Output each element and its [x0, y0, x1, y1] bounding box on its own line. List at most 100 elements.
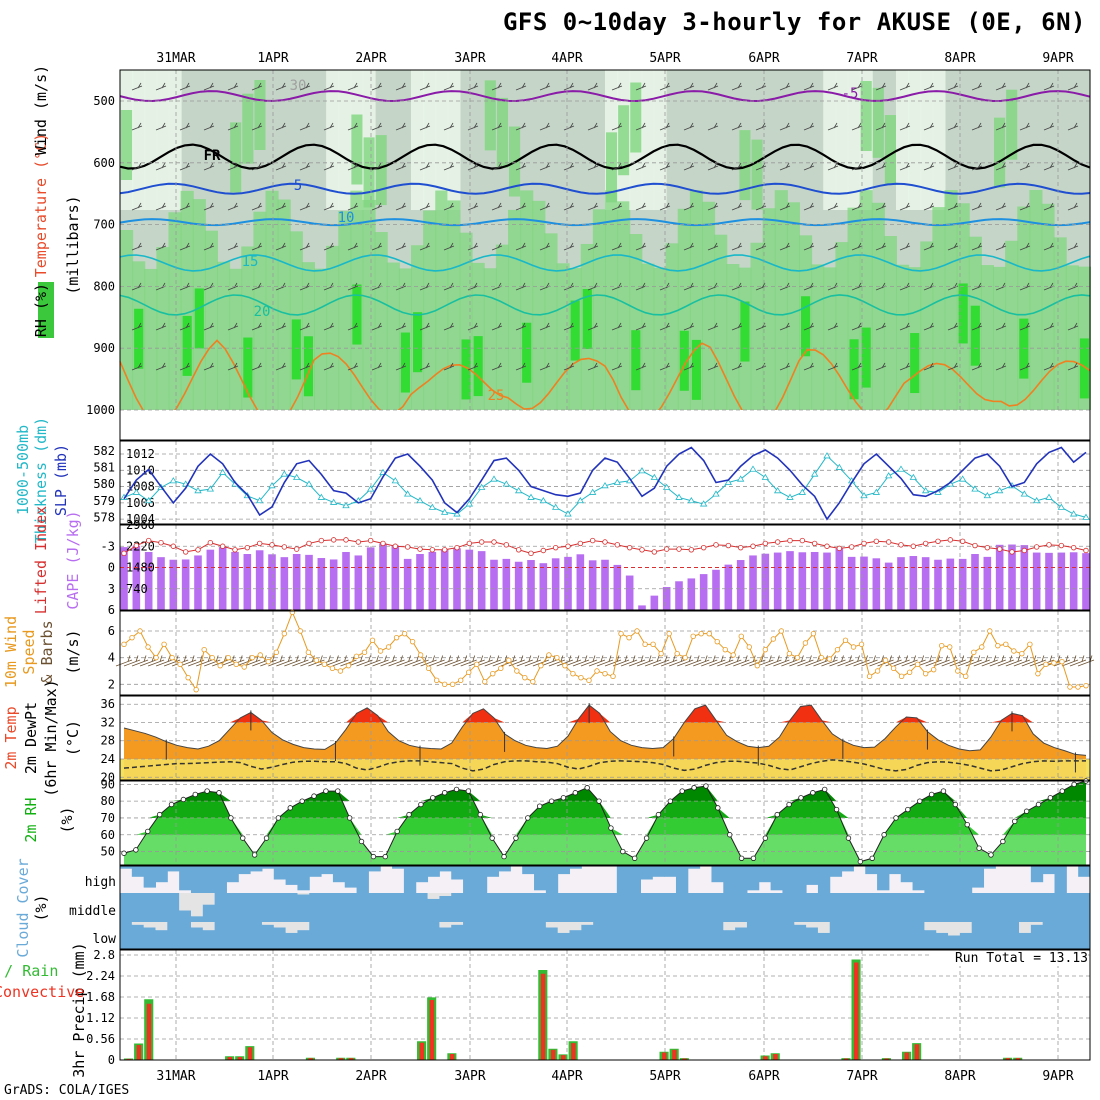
rh-shading-saturated — [691, 339, 701, 400]
panel-li-cape — [119, 524, 1091, 611]
precip-bar-convective — [338, 1058, 344, 1060]
series-10m-wind-point — [129, 634, 135, 641]
cloud-bar-middle — [959, 893, 973, 922]
series-lifted-index-point — [614, 542, 621, 548]
cape-bar — [477, 551, 486, 610]
rh-shading-moist — [665, 243, 679, 410]
wind-barb — [203, 202, 215, 211]
y-tick-label-precip: 0.56 — [86, 1032, 115, 1046]
series-thickness-point — [995, 487, 1004, 494]
series-10m-wind-point — [1067, 684, 1073, 690]
series-10m-wind-point — [554, 654, 560, 661]
cape-bar — [305, 554, 313, 610]
ylabel-temp-0: 2m Temp — [2, 706, 20, 769]
wind-barb — [419, 322, 431, 331]
series-10m-wind-point — [939, 642, 945, 649]
cloud-bar-middle — [510, 893, 523, 922]
wind-barb-10m — [845, 655, 862, 667]
series-thickness-point — [958, 475, 967, 482]
series-10m-wind-point — [329, 665, 336, 672]
series-10m-wind-point — [626, 634, 632, 641]
cloud-bar-high — [190, 866, 204, 893]
precip-bar-convective — [419, 1042, 425, 1060]
wind-barb-10m — [292, 655, 309, 667]
cloud-bar-high — [664, 866, 677, 877]
cloud-bar-low — [451, 924, 464, 949]
series-10m-wind-point — [385, 644, 392, 650]
isotherm-label: 5 — [294, 178, 302, 194]
wind-barb — [563, 162, 575, 171]
wind-barb — [395, 162, 407, 171]
precip-bar-convective — [571, 1043, 576, 1060]
series-10m-wind-point — [1043, 661, 1049, 668]
cloud-bar-high — [912, 866, 925, 891]
rh-shading-moist — [714, 234, 728, 410]
cloud-gap — [735, 922, 748, 928]
series-10m-wind-point — [177, 661, 183, 668]
series-10m-wind-point — [914, 661, 921, 668]
wind-barb — [803, 162, 815, 171]
wind-barb — [899, 282, 911, 291]
precip-bar-convective — [247, 1047, 253, 1060]
cloud-bar-low — [746, 922, 760, 949]
wind-barb-10m — [163, 655, 181, 667]
series-thickness-point — [909, 473, 918, 480]
cape-bar — [971, 554, 979, 610]
cape-bar — [354, 555, 363, 610]
series-10m-wind-point — [722, 646, 728, 653]
wind-barb — [227, 122, 239, 131]
cloud-bar-middle — [380, 893, 393, 922]
series-thickness-point — [1082, 513, 1090, 520]
series-lifted-index-point — [577, 540, 584, 547]
rh-shading-dry — [435, 70, 449, 210]
cloud-bar-middle — [877, 893, 890, 922]
cloud-bar-middle — [794, 893, 807, 922]
cloud-bar-high — [498, 866, 511, 872]
rh-shading-moist — [435, 190, 449, 410]
ylabel-cloud-1: (%) — [32, 894, 50, 921]
wind-barb — [995, 202, 1007, 211]
y-tick-label-thickness: 581 — [93, 461, 115, 475]
wind-barb — [875, 122, 887, 131]
series-10m-wind-point — [650, 641, 656, 648]
wind-barb — [395, 202, 407, 211]
series-thickness-point — [280, 470, 289, 477]
series-thickness-point — [823, 452, 831, 459]
series-lifted-index-point — [1046, 542, 1052, 548]
series-thickness-point — [860, 492, 868, 499]
rh-shading-dry — [641, 70, 655, 210]
series-lifted-index-point — [158, 540, 164, 546]
isotherm-5 — [119, 182, 1091, 195]
cloud-bar-high — [758, 866, 772, 883]
y-tick-label-rh: 60 — [101, 828, 115, 842]
y-tick-label-precip: 0 — [108, 1053, 115, 1067]
series-lifted-index-point — [750, 543, 756, 549]
series-10m-wind-point — [778, 628, 785, 634]
wind-barb — [899, 122, 911, 131]
wind-barb — [875, 242, 887, 251]
cloud-bar-middle — [522, 893, 535, 922]
rh-shading-moist — [750, 242, 764, 410]
cloud-bar-middle — [415, 893, 429, 922]
series-10m-wind-point — [1011, 648, 1017, 654]
cloud-bar-middle — [1078, 893, 1091, 922]
series-2m-rh-point — [394, 828, 400, 835]
precip-bar-convective — [914, 1044, 920, 1060]
rh-shading-moist — [823, 267, 837, 410]
cloud-bar-middle — [202, 904, 216, 922]
wind-barb — [923, 202, 935, 211]
series-2m-rh-point — [833, 806, 840, 813]
cloud-gap — [273, 922, 287, 928]
series-2m-rh-point — [145, 828, 151, 835]
cloud-bar-middle — [557, 893, 571, 922]
cape-bar — [847, 556, 856, 610]
rh-shading-dry — [932, 70, 946, 210]
wind-barb — [371, 362, 383, 371]
isotherm-label: 15 — [242, 254, 259, 270]
wind-barb-10m — [893, 655, 910, 667]
wind-barb — [299, 322, 311, 331]
rh-shading-dry — [447, 70, 461, 210]
cloud-bar-middle — [735, 893, 748, 922]
wind-barb — [131, 242, 143, 251]
cloud-bar-middle — [190, 916, 204, 922]
